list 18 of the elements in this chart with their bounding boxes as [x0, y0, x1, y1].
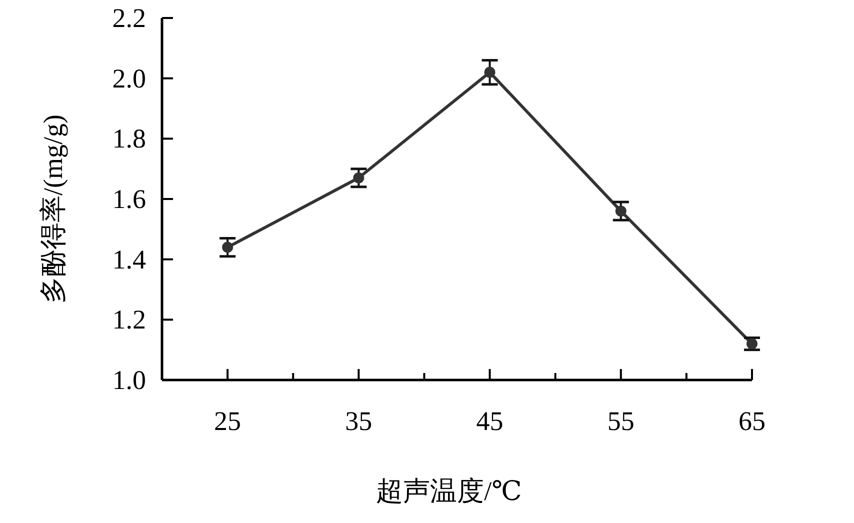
- x-tick-label: 35: [345, 406, 372, 436]
- point: [484, 66, 496, 78]
- point: [353, 172, 364, 184]
- point: [222, 242, 234, 253]
- x-tick-label: 55: [607, 406, 634, 436]
- y-tick-label: 1.8: [112, 124, 146, 154]
- y-tick-label: 1.4: [112, 244, 146, 274]
- x-tick-label: 65: [738, 406, 766, 436]
- y-tick-label: 1.0: [112, 365, 146, 395]
- x-tick-label: 45: [476, 406, 504, 436]
- y-tick-label: 1.6: [112, 184, 146, 214]
- y-tick-label: 2.2: [112, 3, 146, 33]
- y-tick-label: 2.0: [112, 63, 146, 94]
- x-axis-title: 超声温度/℃: [376, 476, 522, 506]
- x-tick-label: 25: [214, 406, 242, 436]
- y-axis-title: 多酚得率/(mg/g): [38, 114, 68, 304]
- y-tick-label: 1.2: [112, 304, 146, 335]
- point: [615, 206, 626, 217]
